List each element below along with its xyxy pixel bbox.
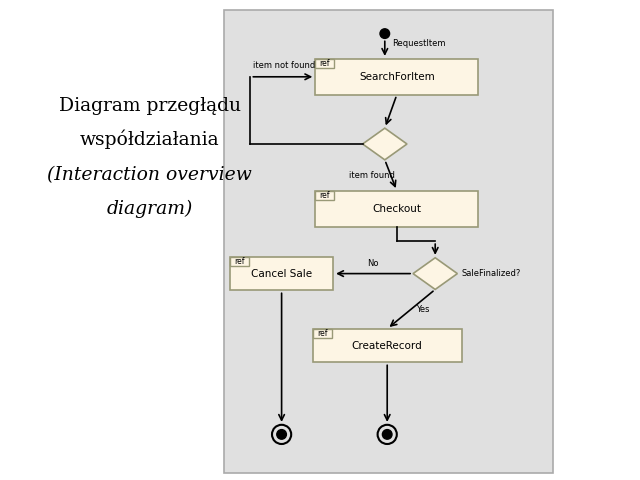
Circle shape: [383, 430, 392, 439]
Text: SaleFinalized?: SaleFinalized?: [461, 269, 520, 278]
Text: diagram): diagram): [106, 200, 193, 218]
Text: SearchForItem: SearchForItem: [359, 72, 435, 82]
Polygon shape: [413, 258, 458, 289]
Bar: [315, 191, 479, 227]
Text: item found: item found: [349, 171, 394, 180]
Text: współdziałania: współdziałania: [80, 130, 220, 149]
Text: ref: ref: [319, 191, 330, 200]
Text: Yes: Yes: [416, 305, 429, 313]
Text: RequestItem: RequestItem: [392, 39, 445, 48]
Bar: [313, 329, 332, 338]
Bar: [313, 329, 461, 362]
Circle shape: [277, 430, 287, 439]
Text: (Interaction overview: (Interaction overview: [47, 166, 252, 184]
Text: ref: ref: [317, 329, 328, 338]
Bar: [315, 59, 479, 95]
Text: CreateRecord: CreateRecord: [352, 341, 422, 350]
Text: Diagram przegłądu: Diagram przegłądu: [59, 96, 241, 115]
Bar: [315, 191, 334, 201]
Text: Checkout: Checkout: [372, 204, 421, 214]
Bar: [230, 257, 249, 266]
Circle shape: [380, 29, 390, 38]
Bar: [315, 59, 334, 69]
Text: ref: ref: [234, 257, 245, 266]
Text: No: No: [367, 259, 379, 268]
Bar: [224, 10, 553, 473]
Text: item not found: item not found: [253, 60, 315, 70]
Bar: [230, 257, 333, 290]
Text: ref: ref: [319, 59, 330, 68]
Text: Cancel Sale: Cancel Sale: [251, 269, 312, 278]
Polygon shape: [363, 128, 407, 160]
